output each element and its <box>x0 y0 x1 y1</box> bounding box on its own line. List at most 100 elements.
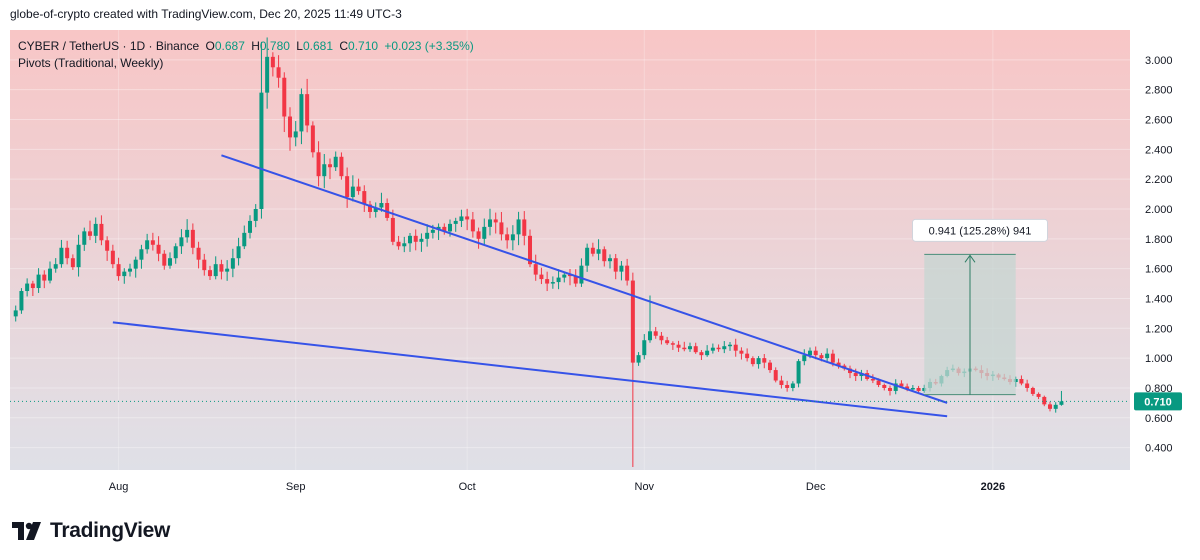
candle <box>773 367 778 383</box>
candle <box>893 379 898 395</box>
candle <box>613 253 618 280</box>
candle-body <box>333 156 338 168</box>
y-axis: 3.000 2.800 2.600 2.400 2.200 2.000 1.800 1.600… <box>1134 55 1182 455</box>
candle-body <box>636 355 641 363</box>
candle-body <box>899 383 904 387</box>
candle-body <box>225 268 230 272</box>
candle <box>870 374 875 384</box>
candle <box>579 258 584 287</box>
candle <box>516 211 521 246</box>
candle <box>173 243 178 264</box>
candle <box>82 227 87 251</box>
candle-body <box>25 283 30 292</box>
candle-body <box>550 282 555 284</box>
y-tick-label: 1.400 <box>1145 293 1173 305</box>
candle <box>1019 375 1024 386</box>
candle <box>288 107 292 151</box>
last-price-tag <box>1134 392 1182 411</box>
attribution-header: globe-of-crypto created with TradingView… <box>10 7 402 21</box>
candle-body <box>368 204 372 212</box>
candle <box>236 237 241 266</box>
candle <box>345 167 350 208</box>
candle-body <box>665 340 670 344</box>
candle-body <box>608 258 612 262</box>
candle <box>162 250 167 270</box>
candle-body <box>505 234 510 241</box>
candle <box>339 152 344 180</box>
candle <box>796 359 801 388</box>
candle-body <box>76 244 81 268</box>
candle-body <box>362 191 367 205</box>
candle-body <box>488 219 492 227</box>
candle <box>750 356 755 367</box>
candle <box>105 236 110 261</box>
candle <box>510 225 515 251</box>
candle-body <box>910 387 915 390</box>
candle-body <box>42 274 47 281</box>
open-label: O <box>205 39 215 53</box>
candle-body <box>459 216 464 221</box>
candle <box>196 241 201 269</box>
candle <box>265 37 270 109</box>
candle-body <box>493 219 498 223</box>
candle <box>150 232 155 251</box>
indicator-legend-row[interactable]: Pivots (Traditional, Weekly) <box>18 55 474 72</box>
candle-body <box>619 265 624 272</box>
x-tick-label: Oct <box>459 481 476 493</box>
candle-body <box>573 276 578 284</box>
candle-body <box>110 250 115 265</box>
candle <box>1042 395 1047 407</box>
candle-body <box>796 361 801 384</box>
chart-background <box>10 30 1130 470</box>
candle-body <box>790 383 795 388</box>
candle-body <box>579 265 584 284</box>
candle <box>608 254 612 269</box>
candle-body <box>773 370 778 381</box>
candle <box>733 338 738 357</box>
chart-pane[interactable]: 0.941 (125.28%) 941 3.000 2.800 2.600 2.400… <box>10 30 1190 500</box>
candle <box>13 305 18 322</box>
candle-body <box>528 235 532 265</box>
y-tick-label: 2.400 <box>1145 144 1173 156</box>
candle <box>202 253 207 276</box>
candle-body <box>825 353 830 359</box>
candle-body <box>590 247 595 254</box>
close-label: C <box>339 39 349 53</box>
x-tick-label: Nov <box>635 481 655 493</box>
candle <box>699 350 704 360</box>
projection-label-text: 0.941 (125.28%) 941 <box>929 225 1032 237</box>
candle <box>665 336 670 345</box>
candle-body <box>230 258 235 269</box>
candle <box>825 348 830 363</box>
candle <box>293 121 298 147</box>
candle-body <box>808 350 812 356</box>
candle-body <box>128 268 132 272</box>
candle-body <box>48 268 52 281</box>
candle-body <box>602 249 607 262</box>
candle-body <box>288 116 292 138</box>
candle-body <box>1053 404 1058 409</box>
candle <box>453 217 458 232</box>
candle-body <box>156 244 161 254</box>
candle-body <box>270 56 275 68</box>
candle <box>745 348 750 362</box>
candle <box>630 272 635 468</box>
candle <box>596 239 601 261</box>
candle-body <box>248 220 252 233</box>
candle-body <box>133 259 138 269</box>
candle-body <box>442 226 447 232</box>
candle <box>619 261 624 281</box>
candle <box>693 342 698 354</box>
candle <box>385 198 390 221</box>
candle <box>888 385 892 396</box>
price-chart[interactable]: 0.941 (125.28%) 941 3.000 2.800 2.600 2.400… <box>10 30 1190 500</box>
candle <box>533 254 538 281</box>
candle <box>276 55 281 88</box>
candle <box>562 271 567 283</box>
high-value: 0.780 <box>259 39 290 53</box>
indicator-label[interactable]: Pivots (Traditional, Weekly) <box>18 56 164 70</box>
candle <box>585 243 590 272</box>
candle <box>573 269 578 287</box>
candle-body <box>413 235 418 242</box>
candle <box>413 229 418 251</box>
